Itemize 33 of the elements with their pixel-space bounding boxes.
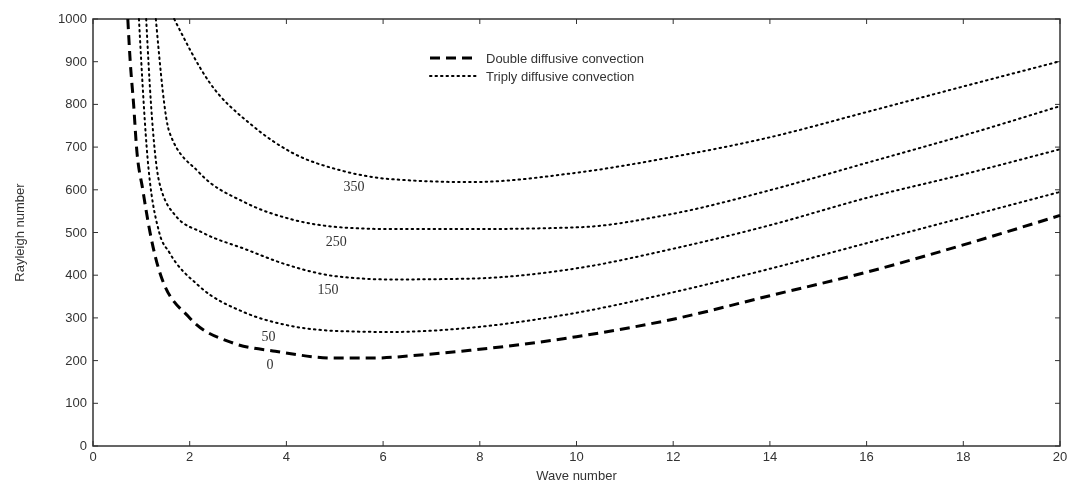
annotation: 50 xyxy=(261,329,276,345)
x-tick-label: 10 xyxy=(569,449,584,464)
y-axis-title: Rayleigh number xyxy=(12,182,27,282)
y-tick-label: 800 xyxy=(65,96,87,112)
y-tick-label: 400 xyxy=(65,267,87,283)
x-tick-label: 20 xyxy=(1052,449,1068,464)
x-tick-label: 8 xyxy=(476,449,484,464)
y-tick-label: 0 xyxy=(79,438,87,453)
x-tick-label: 0 xyxy=(89,449,97,464)
y-tick-label: 200 xyxy=(65,352,87,368)
x-tick-label: 12 xyxy=(665,449,681,464)
y-tick-label: 700 xyxy=(65,139,87,155)
x-tick-label: 6 xyxy=(379,449,387,464)
y-tick-label: 900 xyxy=(65,53,87,69)
x-tick-label: 16 xyxy=(859,449,874,464)
y-tick-label: 600 xyxy=(65,181,87,197)
x-axis-title: Wave number xyxy=(536,468,618,483)
x-tick-label: 14 xyxy=(762,449,778,464)
y-tick-label: 500 xyxy=(65,224,87,240)
annotation: 150 xyxy=(317,282,339,298)
legend-label: Double diffusive convection xyxy=(486,51,645,66)
line-series xyxy=(145,18,1061,281)
annotation: 350 xyxy=(343,178,365,194)
x-tick-label: 2 xyxy=(186,449,194,464)
line-series xyxy=(154,18,1061,231)
y-tick-label: 100 xyxy=(65,395,87,411)
x-tick-label: 18 xyxy=(956,449,971,464)
x-tick-label: 4 xyxy=(282,449,291,464)
annotation: 0 xyxy=(266,357,274,373)
y-tick-label: 1000 xyxy=(58,11,87,26)
legend-label: Triply diffusive convection xyxy=(486,69,635,84)
annotation: 250 xyxy=(325,234,347,250)
y-tick-label: 300 xyxy=(65,309,87,325)
